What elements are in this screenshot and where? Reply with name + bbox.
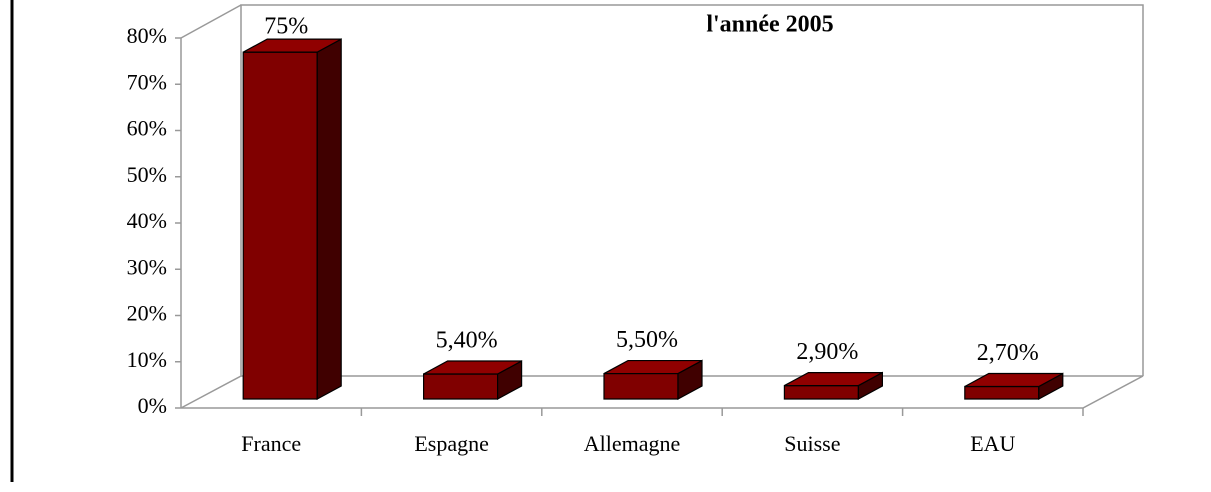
bar-face: [783, 384, 860, 400]
bar: [242, 38, 342, 401]
bar: [964, 372, 1064, 401]
bar-face: [784, 371, 883, 387]
chart-title: l'année 2005: [706, 12, 833, 38]
bar-face: [964, 372, 1064, 388]
value-label: 2,90%: [796, 339, 858, 365]
bar-face: [603, 372, 679, 400]
bar: [603, 359, 703, 401]
x-tick-label: Espagne: [414, 431, 489, 456]
x-tick-label: France: [241, 431, 301, 456]
x-tick-label: Allemagne: [584, 431, 681, 456]
y-tick-label: 0%: [138, 393, 167, 418]
bar-face: [964, 385, 1040, 400]
y-tick-label: 80%: [127, 23, 167, 48]
bar-face: [423, 360, 522, 375]
value-label: 75%: [264, 14, 308, 40]
y-tick-label: 40%: [127, 208, 167, 233]
bar: [423, 360, 523, 401]
bar-face: [242, 38, 342, 53]
bar-face: [423, 373, 499, 400]
y-tick-label: 30%: [127, 254, 167, 279]
value-label: 5,40%: [436, 328, 498, 354]
x-tick-label: Suisse: [784, 431, 840, 456]
y-tick-label: 50%: [127, 162, 167, 187]
y-tick-label: 60%: [127, 116, 167, 141]
wall-edge: [180, 4, 242, 39]
y-tick-label: 20%: [127, 301, 167, 326]
value-label: 5,50%: [616, 327, 678, 353]
bar: [783, 371, 884, 401]
y-tick-label: 70%: [127, 69, 167, 94]
x-tick-label: EAU: [970, 431, 1015, 456]
y-tick-label: 10%: [127, 347, 167, 372]
bar-face: [316, 38, 342, 401]
value-label: 2,70%: [977, 340, 1039, 366]
bar-face: [242, 51, 318, 400]
bar-face: [603, 359, 703, 375]
